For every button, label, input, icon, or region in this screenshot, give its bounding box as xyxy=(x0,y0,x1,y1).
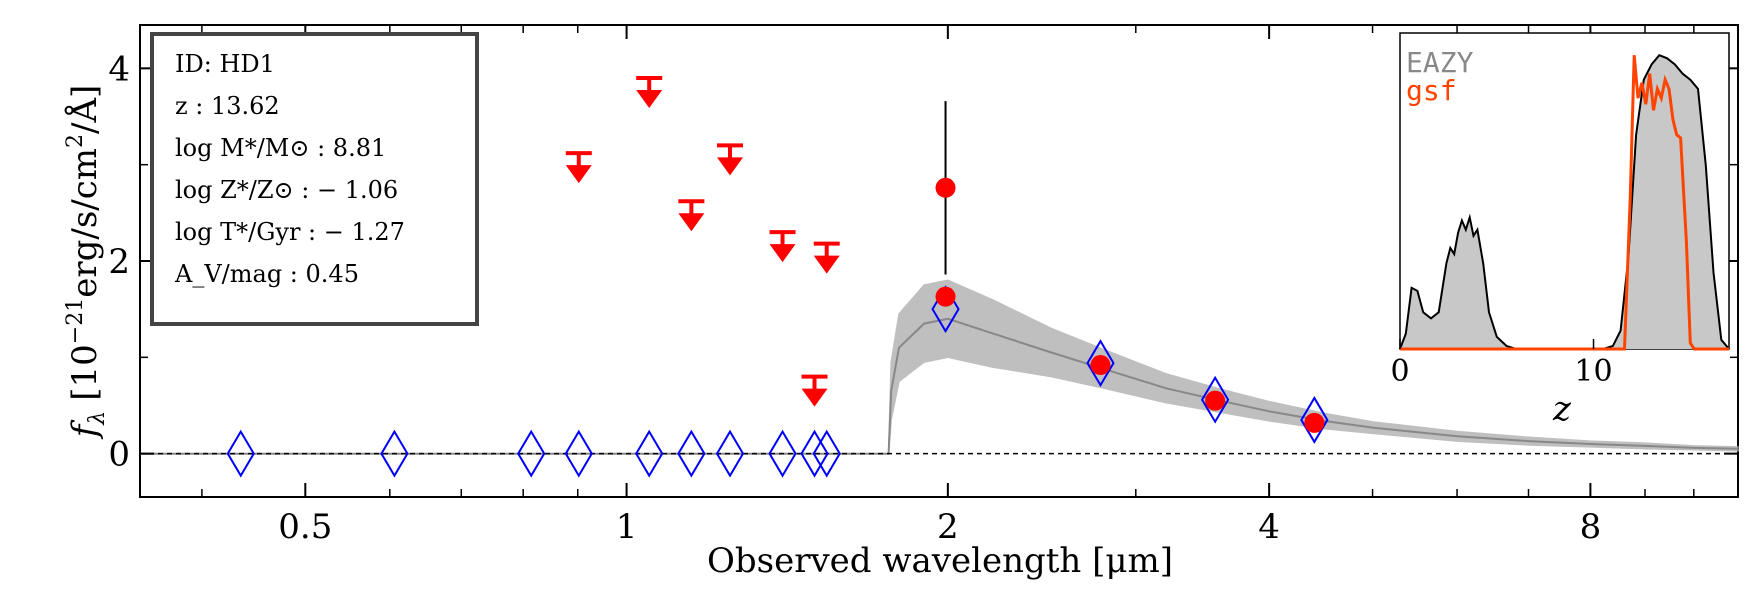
upper-limit-head xyxy=(801,388,828,407)
model-flux-diamond xyxy=(768,429,797,478)
model-flux-diamond xyxy=(812,429,841,478)
x-tick-label: 2 xyxy=(937,507,959,547)
sed-uncertainty-band xyxy=(140,279,1739,455)
sed-model-line xyxy=(140,317,1739,455)
x-tick-label: 1 xyxy=(616,507,638,547)
redshift-pdf-inset: 0 10 EAZY gsf z xyxy=(1390,32,1730,429)
sed-model-layer xyxy=(140,279,1739,455)
inset-legend-eazy: EAZY xyxy=(1406,46,1474,79)
y-axis-title: fλ[10−21erg/s/cm2/Å] xyxy=(63,85,110,441)
inset-x-tick-label: 10 xyxy=(1574,354,1612,389)
upper-limit-arrow xyxy=(636,75,663,108)
upper-limit-head xyxy=(678,213,705,232)
model-flux-diamond xyxy=(517,429,546,478)
upper-limit-arrow xyxy=(801,374,828,407)
upper-limit-arrow xyxy=(813,241,840,274)
model-flux-diamond xyxy=(1300,395,1329,444)
info-stellar-mass: log M*/M⊙ : 8.81 xyxy=(175,134,386,162)
model-flux-diamond xyxy=(564,429,593,478)
upper-limits xyxy=(565,75,840,407)
observed-flux-point xyxy=(1090,355,1111,376)
y-axis-title-suffix: /Å] xyxy=(64,85,105,134)
observed-flux-point xyxy=(935,286,956,307)
info-metallicity: log Z*/Z⊙ : − 1.06 xyxy=(175,176,398,204)
x-tick-label: 4 xyxy=(1258,507,1280,547)
info-box-frame xyxy=(150,32,479,326)
y-axis: 0 2 4 xyxy=(108,49,1738,475)
observed-flux-point xyxy=(1304,412,1325,433)
observed-fluxes xyxy=(935,101,1325,433)
model-flux-diamond xyxy=(1200,375,1230,424)
y-tick-label: 2 xyxy=(108,242,130,282)
inset-legend-gsf: gsf xyxy=(1406,74,1457,107)
upper-limit-arrow xyxy=(769,230,796,263)
upper-limit-arrow xyxy=(678,199,705,232)
info-box: ID: HD1 z : 13.62 log M*/M⊙ : 8.81 log Z… xyxy=(150,32,479,326)
inset-x-tick-label: 0 xyxy=(1390,354,1409,389)
x-tick-label: 0.5 xyxy=(278,507,332,547)
gsf-pdf-line xyxy=(1400,55,1729,351)
x-axis-title: Observed wavelength [μm] xyxy=(707,541,1173,581)
model-fluxes xyxy=(226,285,1329,478)
info-age: log T*/Gyr : − 1.27 xyxy=(175,218,405,246)
upper-limit-head xyxy=(717,157,744,176)
y-tick-label: 0 xyxy=(108,435,130,475)
inset-x-axis-title: z xyxy=(1552,389,1572,429)
upper-limit-arrow xyxy=(717,143,744,176)
y-axis-title-exponent: −21 xyxy=(63,298,88,344)
model-flux-diamond xyxy=(1086,339,1115,388)
model-flux-diamond xyxy=(635,429,664,478)
upper-limit-head xyxy=(769,244,796,263)
model-flux-diamond xyxy=(380,429,409,478)
inset-curves: 0 10 xyxy=(1390,54,1730,389)
observed-flux-point xyxy=(1205,390,1226,411)
y-axis-title-units: erg/s/cm xyxy=(65,148,105,298)
model-flux-diamond xyxy=(677,429,706,478)
info-id: ID: HD1 xyxy=(175,50,275,78)
eazy-pdf-fill xyxy=(1400,55,1729,349)
info-dust: A_V/mag : 0.45 xyxy=(174,260,359,288)
upper-limit-head xyxy=(565,165,592,184)
upper-limit-head xyxy=(813,255,840,274)
y-tick-label: 4 xyxy=(108,49,130,89)
x-axis: 0.5 1 2 4 8 xyxy=(201,25,1695,547)
upper-limit-arrow xyxy=(565,151,592,184)
y-axis-title-prefix: [10 xyxy=(65,344,105,401)
model-flux-diamond xyxy=(226,429,255,478)
model-flux-diamond xyxy=(931,285,960,334)
y-axis-title-exponent2: 2 xyxy=(63,134,88,148)
observed-flux-point xyxy=(935,177,956,198)
y-axis-title-subscript: λ xyxy=(85,411,110,426)
model-flux-diamond xyxy=(800,429,829,478)
model-flux-diamond xyxy=(715,429,745,478)
eazy-pdf-line xyxy=(1399,54,1730,350)
info-redshift: z : 13.62 xyxy=(175,92,280,120)
upper-limit-head xyxy=(636,89,663,108)
x-tick-label: 8 xyxy=(1580,507,1602,547)
